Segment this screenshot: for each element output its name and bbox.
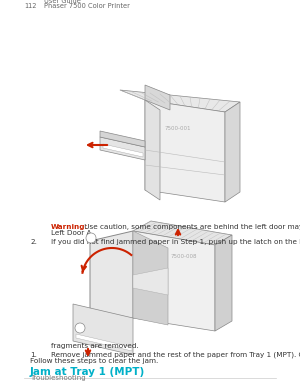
Polygon shape (215, 235, 232, 331)
Text: Follow these steps to clear the jam.: Follow these steps to clear the jam. (30, 358, 158, 364)
Polygon shape (100, 137, 145, 160)
Polygon shape (145, 100, 225, 202)
Polygon shape (73, 304, 133, 355)
Circle shape (86, 233, 96, 243)
Text: 1: 1 (78, 326, 82, 331)
Text: Troubleshooting: Troubleshooting (30, 375, 86, 381)
Polygon shape (225, 102, 240, 202)
Text: User Guide: User Guide (44, 0, 80, 4)
Text: Phaser 7500 Color Printer: Phaser 7500 Color Printer (44, 3, 129, 9)
Polygon shape (103, 144, 143, 157)
Polygon shape (76, 334, 132, 351)
Text: 7500-008: 7500-008 (171, 254, 197, 259)
Text: Jam at Tray 1 (MPT): Jam at Tray 1 (MPT) (30, 367, 145, 377)
Text: Left Door A.: Left Door A. (51, 230, 94, 236)
Text: Remove jammed paper and the rest of the paper from Tray 1 (MPT). Confirm that al: Remove jammed paper and the rest of the … (51, 352, 300, 358)
Text: Use caution, some components are behind the left door may be hot.: Use caution, some components are behind … (82, 224, 300, 230)
Polygon shape (133, 221, 232, 245)
Text: 1.: 1. (30, 352, 37, 357)
Polygon shape (133, 231, 168, 325)
Polygon shape (133, 231, 215, 331)
Polygon shape (100, 131, 145, 147)
Polygon shape (120, 90, 240, 112)
Text: If you did not find jammed paper in Step 1, push up the latch on the left side o: If you did not find jammed paper in Step… (51, 239, 300, 244)
Text: 112: 112 (24, 3, 37, 9)
Text: 7500-001: 7500-001 (165, 126, 191, 131)
Circle shape (75, 323, 85, 333)
Text: 2: 2 (89, 236, 93, 241)
Polygon shape (90, 231, 133, 327)
Polygon shape (145, 85, 170, 110)
Polygon shape (133, 268, 168, 295)
Text: fragments are removed.: fragments are removed. (51, 343, 139, 349)
Text: Warning:: Warning: (51, 224, 88, 230)
Polygon shape (145, 100, 160, 200)
Text: 2.: 2. (30, 239, 37, 244)
